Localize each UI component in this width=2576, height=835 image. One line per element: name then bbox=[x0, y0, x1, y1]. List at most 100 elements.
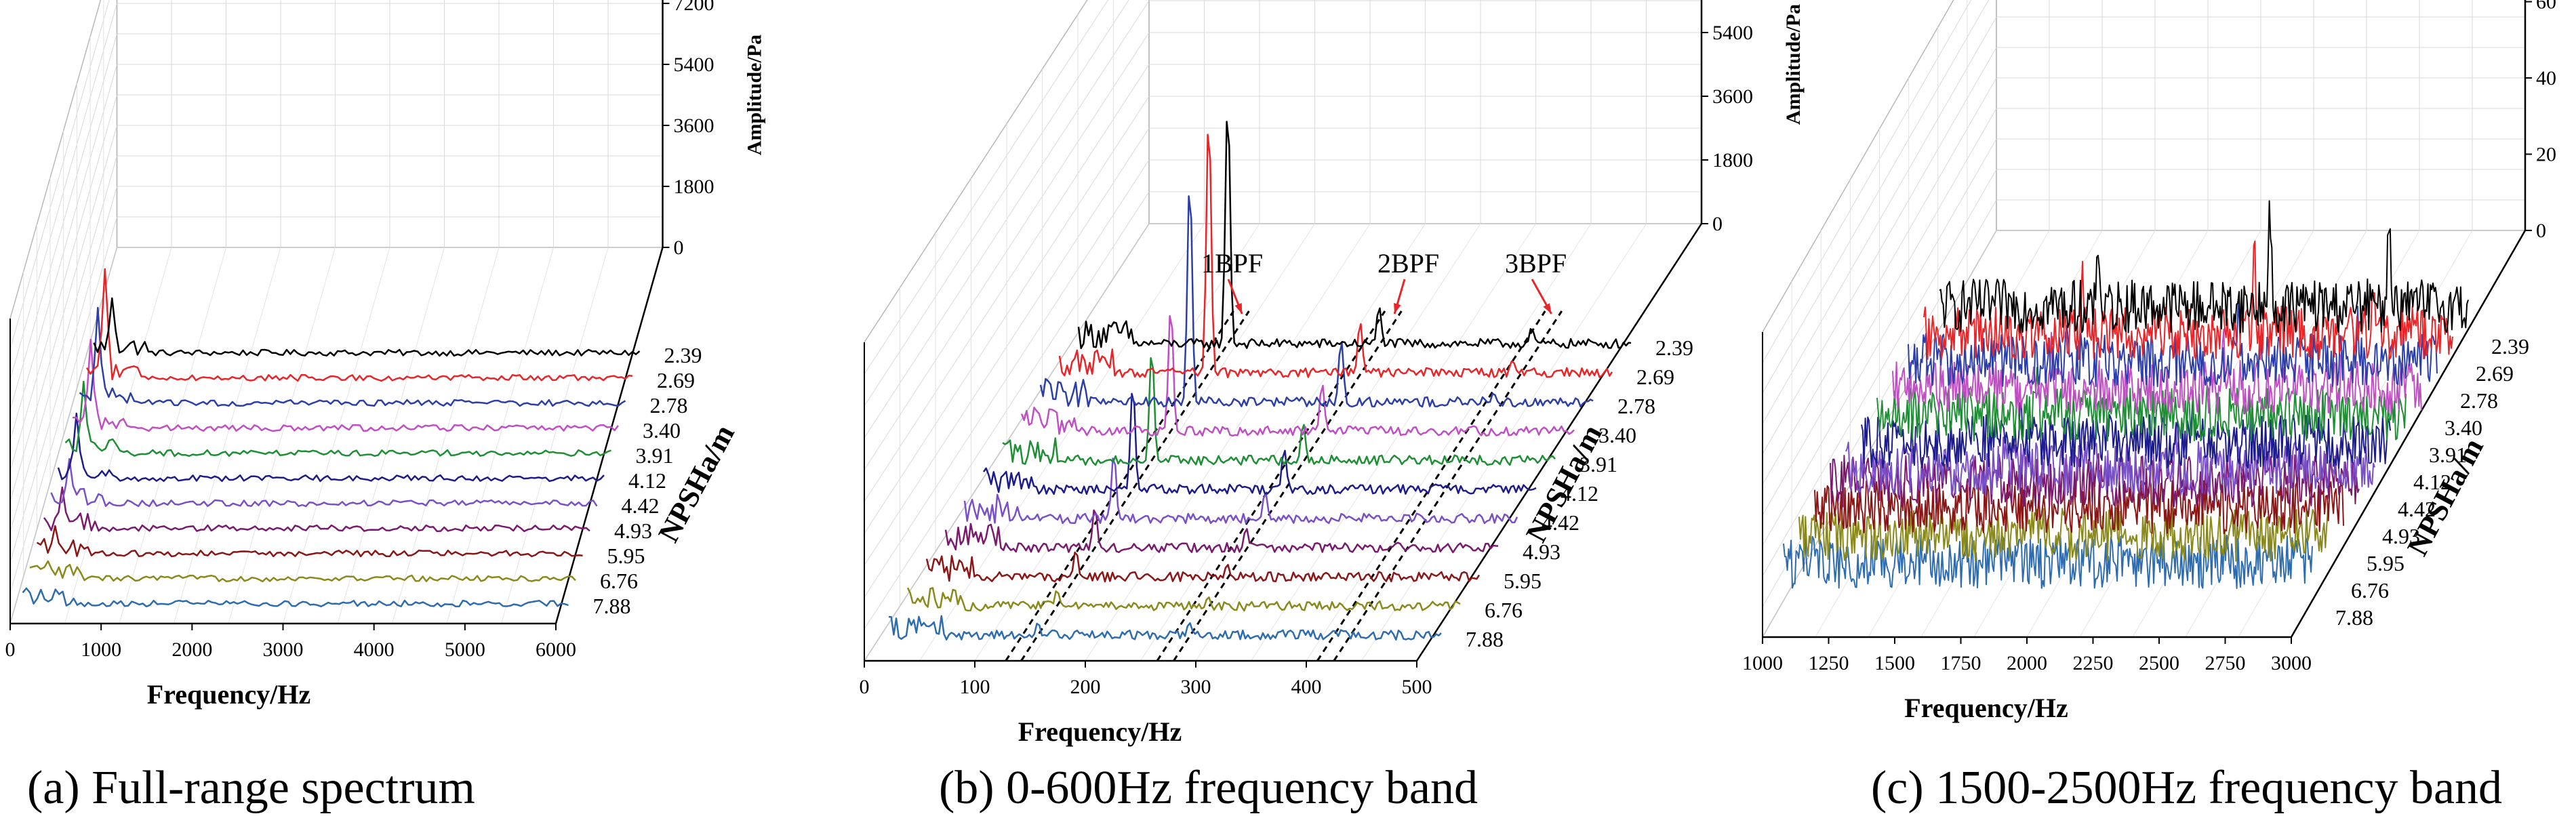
x-axis-title: Frequency/Hz bbox=[1018, 716, 1182, 747]
grid-line bbox=[501, 247, 609, 624]
row-label: 2.39 bbox=[664, 343, 702, 367]
grid-line bbox=[1306, 223, 1592, 661]
x-tick-label: 4000 bbox=[354, 638, 395, 661]
x-tick-label: 2000 bbox=[2007, 652, 2047, 674]
x-tick-label: 300 bbox=[1181, 676, 1211, 698]
bpf-dashed-line bbox=[1020, 310, 1250, 661]
depth-axis bbox=[2290, 230, 2527, 638]
row-label: 2.69 bbox=[1636, 365, 1674, 389]
grid-line bbox=[392, 247, 500, 624]
z-tick-label: 40 bbox=[2536, 67, 2556, 89]
bpf-annotation: 1BPF bbox=[1201, 248, 1263, 279]
grid-line bbox=[1361, 223, 1647, 661]
row-label: 4.42 bbox=[1542, 510, 1579, 535]
series-line-5-95 bbox=[925, 551, 1481, 583]
grid-line bbox=[1195, 223, 1481, 661]
x-tick-label: 1000 bbox=[81, 638, 121, 661]
row-label: 5.95 bbox=[2367, 551, 2404, 575]
x-tick-label: 3000 bbox=[263, 638, 304, 661]
series-line-4-42 bbox=[963, 457, 1518, 525]
series-line-4-93 bbox=[43, 486, 590, 533]
x-tick-label: 3000 bbox=[2271, 652, 2312, 674]
grid-line bbox=[1085, 223, 1371, 661]
series-line-3-91 bbox=[64, 380, 611, 457]
row-label: 6.76 bbox=[2351, 578, 2389, 603]
row-label: 4.12 bbox=[2413, 470, 2451, 494]
row-label: 2.69 bbox=[2476, 361, 2514, 386]
annotation-arrowhead bbox=[1234, 303, 1243, 314]
series-line-2-39 bbox=[1939, 200, 2469, 333]
grid-line bbox=[337, 247, 445, 624]
row-label: 5.95 bbox=[1504, 569, 1542, 593]
row-label: 3.40 bbox=[643, 418, 681, 443]
row-label: 7.88 bbox=[593, 594, 631, 618]
row-label: 3.91 bbox=[636, 443, 674, 468]
series-line-7-88 bbox=[888, 615, 1442, 641]
panel-caption: (a) Full-range spectrum bbox=[27, 762, 475, 814]
row-label: 4.12 bbox=[1561, 481, 1598, 506]
x-tick-label: 2500 bbox=[2139, 652, 2179, 674]
row-label: 3.91 bbox=[2429, 443, 2467, 467]
x-tick-label: 2250 bbox=[2073, 652, 2114, 674]
x-tick-label: 100 bbox=[960, 676, 990, 698]
series-line-4-12 bbox=[982, 392, 1537, 495]
row-label: 6.76 bbox=[1485, 598, 1523, 622]
series-line-4-42 bbox=[1845, 422, 2375, 496]
series-line-2-69 bbox=[1058, 134, 1613, 379]
grid-line bbox=[1030, 223, 1315, 661]
row-label: 4.12 bbox=[628, 468, 666, 493]
grid-line bbox=[919, 223, 1205, 661]
z-tick-label: 0 bbox=[1712, 213, 1723, 235]
z-tick-label: 7200 bbox=[674, 0, 715, 15]
series-line-3-91 bbox=[1876, 367, 2407, 442]
grid-line bbox=[446, 247, 554, 624]
row-label: 5.95 bbox=[607, 544, 645, 568]
x-tick-label: 2750 bbox=[2205, 652, 2246, 674]
series-line-5-95 bbox=[1814, 480, 2344, 535]
annotation-arrowhead bbox=[1543, 303, 1552, 314]
x-tick-label: 200 bbox=[1070, 676, 1101, 698]
annotation-arrowhead bbox=[1394, 303, 1401, 314]
series-line-2-39 bbox=[1077, 121, 1632, 350]
series-line-3-91 bbox=[1002, 357, 1556, 466]
series-line-4-42 bbox=[50, 457, 598, 508]
chart-panel-c: 1000 1250 1500 1750 2000 2250 2500 2750 3000 0 20 4… bbox=[1742, 0, 2556, 814]
series-line-7-88 bbox=[22, 587, 569, 608]
row-label: 4.42 bbox=[622, 493, 660, 518]
grid-line bbox=[119, 247, 226, 624]
row-label: 2.78 bbox=[1617, 394, 1655, 418]
x-axis-title: Frequency/Hz bbox=[1904, 693, 2068, 723]
series-line-4-12 bbox=[57, 412, 605, 483]
row-label: 3.40 bbox=[2444, 415, 2482, 440]
row-label: 3.40 bbox=[1598, 423, 1636, 447]
series-line-6-76 bbox=[1798, 507, 2329, 562]
row-label: 2.39 bbox=[2491, 334, 2529, 359]
series-line-2-78 bbox=[79, 306, 626, 407]
row-label: 2.78 bbox=[650, 393, 688, 418]
z-tick-label: 20 bbox=[2536, 144, 2556, 166]
row-label: 2.69 bbox=[657, 368, 695, 392]
z-tick-label: 0 bbox=[2536, 220, 2546, 242]
x-tick-label: 0 bbox=[860, 676, 870, 698]
series-line-6-76 bbox=[906, 587, 1461, 612]
series-line-2-39 bbox=[93, 297, 641, 357]
x-tick-label: 400 bbox=[1291, 676, 1322, 698]
series-line-3-40 bbox=[1020, 314, 1575, 437]
series-line-5-95 bbox=[36, 525, 583, 558]
x-tick-label: 1000 bbox=[1742, 652, 1783, 674]
z-tick-label: 1800 bbox=[1712, 149, 1753, 171]
z-axis-title: Amplitude/Pa bbox=[1782, 4, 1805, 125]
row-label: 4.93 bbox=[1523, 539, 1561, 564]
z-axis-title: Amplitude/Pa bbox=[744, 35, 766, 155]
x-tick-label: 6000 bbox=[536, 638, 576, 661]
x-tick-label: 2000 bbox=[172, 638, 212, 661]
grid-line bbox=[1140, 223, 1426, 661]
grid-line bbox=[283, 247, 390, 624]
series-line-2-78 bbox=[1039, 195, 1594, 408]
z-tick-label: 0 bbox=[674, 237, 684, 259]
x-tick-label: 1750 bbox=[1941, 652, 1981, 674]
series-line-3-40 bbox=[72, 338, 619, 432]
panel-caption: (c) 1500-2500Hz frequency band bbox=[1871, 762, 2502, 814]
row-label: 6.76 bbox=[600, 569, 638, 593]
